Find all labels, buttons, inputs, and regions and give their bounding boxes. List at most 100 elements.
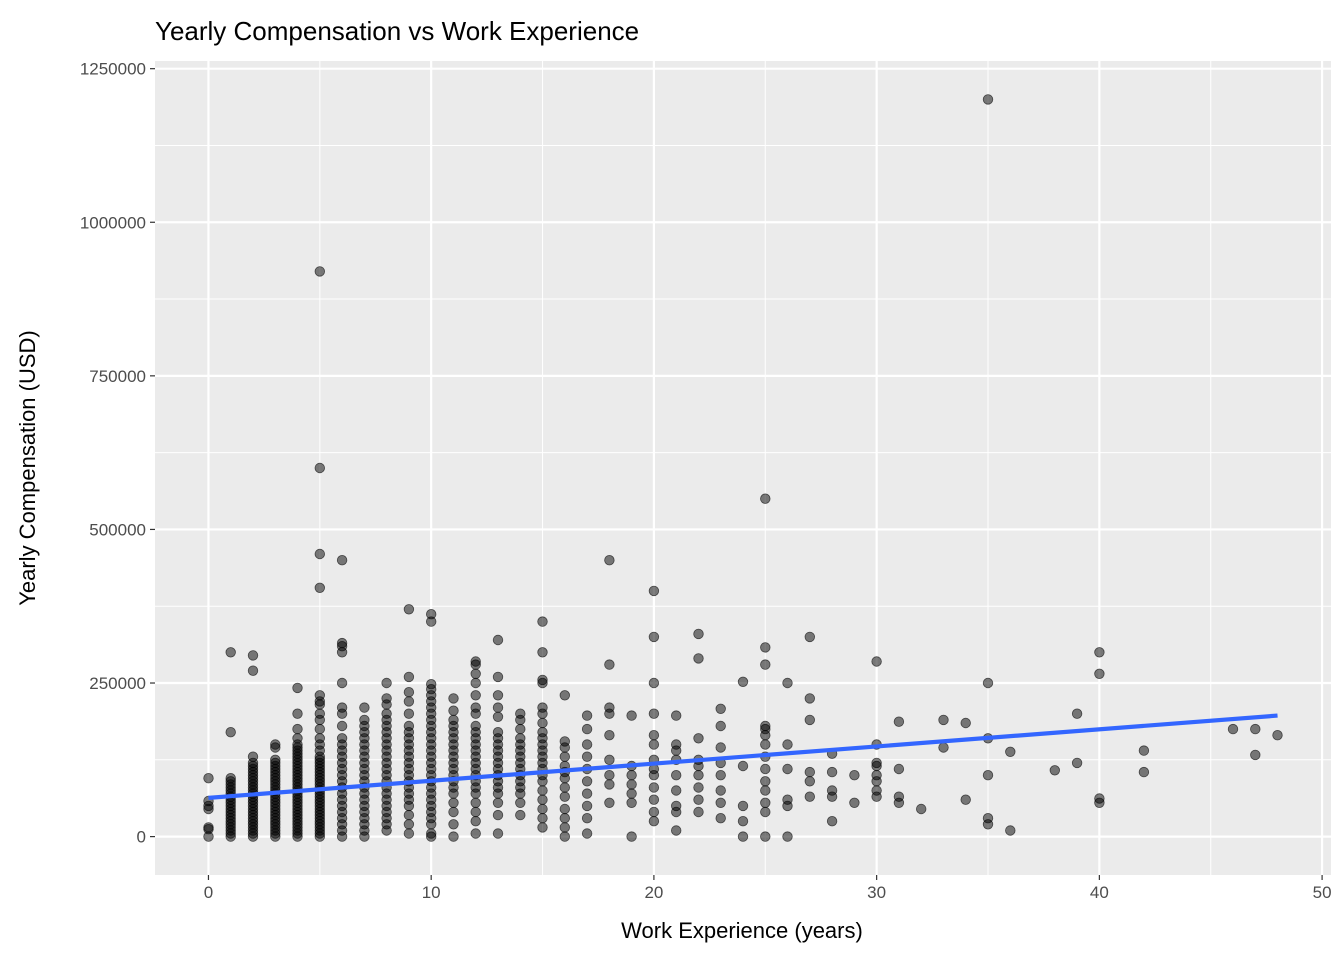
data-point bbox=[760, 776, 771, 787]
data-point bbox=[581, 788, 593, 799]
data-point bbox=[537, 813, 548, 824]
data-point bbox=[559, 690, 571, 701]
x-tick-label: 20 bbox=[644, 883, 663, 902]
data-point bbox=[314, 462, 326, 474]
data-point bbox=[671, 800, 682, 812]
data-point bbox=[515, 723, 526, 735]
y-axis-title: Yearly Compensation (USD) bbox=[15, 330, 40, 606]
data-point bbox=[537, 794, 548, 805]
data-point bbox=[938, 742, 949, 753]
x-axis-ticks: 0 10 20 30 40 50 bbox=[204, 875, 1332, 902]
data-point bbox=[693, 782, 704, 793]
data-point bbox=[871, 770, 882, 781]
data-point bbox=[782, 763, 793, 775]
data-point bbox=[604, 770, 615, 781]
x-tick-label: 50 bbox=[1313, 883, 1332, 902]
data-point bbox=[648, 739, 660, 750]
data-point bbox=[403, 828, 415, 839]
data-point bbox=[982, 94, 994, 105]
data-point bbox=[559, 822, 571, 833]
data-point bbox=[693, 653, 704, 664]
data-point bbox=[470, 690, 481, 701]
x-tick-label: 0 bbox=[204, 883, 213, 902]
data-point bbox=[426, 828, 437, 839]
data-point bbox=[515, 797, 526, 809]
data-point bbox=[448, 806, 459, 818]
data-point bbox=[693, 770, 704, 781]
data-point bbox=[737, 816, 749, 827]
data-point bbox=[826, 766, 838, 778]
data-point bbox=[737, 800, 749, 812]
data-point bbox=[203, 773, 214, 784]
data-point bbox=[492, 634, 504, 646]
data-point bbox=[247, 650, 259, 661]
data-point bbox=[604, 730, 615, 741]
data-point bbox=[470, 816, 481, 827]
data-point bbox=[871, 785, 882, 796]
data-point bbox=[1250, 749, 1261, 761]
data-point bbox=[804, 766, 816, 778]
data-point bbox=[626, 788, 637, 799]
data-point bbox=[515, 733, 526, 744]
data-point bbox=[537, 674, 548, 686]
data-point bbox=[581, 813, 593, 824]
data-point bbox=[648, 585, 660, 597]
data-point bbox=[403, 696, 415, 707]
data-point bbox=[671, 785, 682, 796]
y-axis-ticks: 0 250000 500000 750000 1000000 1250000 bbox=[80, 60, 155, 847]
data-point bbox=[314, 548, 326, 560]
data-point bbox=[403, 720, 415, 732]
data-point bbox=[1094, 647, 1105, 658]
data-point bbox=[559, 782, 571, 793]
data-point bbox=[648, 631, 660, 643]
data-point bbox=[581, 723, 593, 735]
data-point bbox=[715, 742, 726, 753]
data-point bbox=[626, 779, 637, 790]
data-point bbox=[470, 720, 481, 732]
data-point bbox=[871, 656, 882, 667]
plot-panel bbox=[155, 61, 1331, 875]
data-point bbox=[893, 791, 905, 802]
data-point bbox=[1272, 730, 1283, 741]
data-point bbox=[760, 797, 771, 809]
data-point bbox=[849, 770, 860, 781]
data-point bbox=[693, 794, 704, 805]
data-point bbox=[982, 770, 994, 781]
x-tick-label: 40 bbox=[1090, 883, 1109, 902]
data-point bbox=[715, 770, 726, 781]
data-point bbox=[314, 690, 326, 701]
y-tick-label: 500000 bbox=[89, 520, 146, 539]
data-point bbox=[626, 797, 637, 809]
data-point bbox=[270, 754, 281, 766]
data-point bbox=[581, 800, 593, 812]
data-point bbox=[960, 717, 971, 729]
y-tick-label: 250000 bbox=[89, 674, 146, 693]
data-point bbox=[648, 816, 660, 827]
data-point bbox=[1071, 708, 1083, 719]
data-point bbox=[760, 785, 771, 796]
data-point bbox=[426, 609, 437, 620]
data-point bbox=[1138, 766, 1150, 778]
data-point bbox=[314, 708, 326, 719]
data-point bbox=[782, 739, 793, 750]
data-point bbox=[1005, 746, 1016, 758]
data-point bbox=[336, 720, 348, 732]
data-point bbox=[626, 770, 637, 781]
data-point bbox=[292, 733, 303, 744]
data-point bbox=[225, 773, 236, 784]
data-point bbox=[693, 806, 704, 818]
data-point bbox=[916, 803, 927, 815]
data-point bbox=[314, 733, 326, 744]
data-point bbox=[336, 637, 348, 649]
data-point bbox=[604, 779, 615, 790]
data-point bbox=[381, 677, 392, 689]
data-point bbox=[492, 702, 504, 713]
data-point bbox=[470, 668, 481, 680]
data-point bbox=[1250, 723, 1261, 735]
data-point bbox=[760, 806, 771, 818]
data-point bbox=[492, 809, 504, 821]
data-point bbox=[715, 813, 726, 824]
data-point bbox=[1094, 793, 1105, 804]
data-point bbox=[715, 797, 726, 809]
data-point bbox=[559, 831, 571, 842]
